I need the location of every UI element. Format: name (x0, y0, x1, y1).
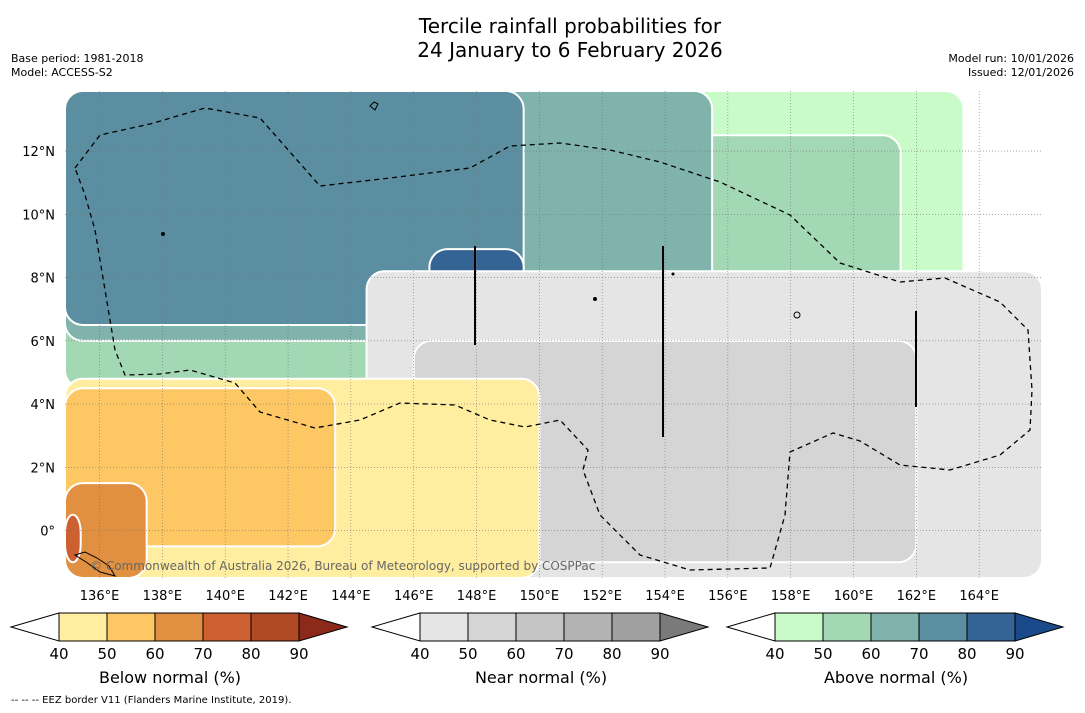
meridian-bars (474, 246, 917, 437)
colorbar-min-extend (370, 612, 421, 642)
colorbar-tick-label: 90 (1005, 645, 1024, 663)
x-tick-label: 140°E (205, 589, 245, 604)
title-line-2: 24 January to 6 February 2026 (417, 38, 723, 62)
title-line-1: Tercile rainfall probabilities for (418, 14, 722, 38)
graticule (65, 91, 1042, 578)
colorbar-tick-label: 50 (458, 645, 477, 663)
meta-right: Model run: 10/01/2026 Issued: 12/01/2026 (948, 52, 1074, 80)
colorbars: 40 50 60 70 80 90 40 50 60 70 80 90 40 50 60 70 80 90 (9, 612, 1065, 663)
colorbar-swatch (563, 612, 613, 642)
colorbar-swatch (515, 612, 565, 642)
x-tick-label: 146°E (394, 589, 434, 604)
colorbar-tick-label: 60 (861, 645, 880, 663)
eez-borders (74, 107, 1033, 571)
x-tick-label: 150°E (520, 589, 560, 604)
colorbar-tick-label: 80 (957, 645, 976, 663)
colorbar-swatch (822, 612, 872, 642)
probability-regions (65, 91, 1042, 578)
y-tick-label: 12°N (22, 145, 55, 160)
x-tick-label: 144°E (331, 589, 371, 604)
credit-text: © Commonwealth of Australia 2026, Bureau… (90, 559, 595, 573)
colorbar-tick-label: 40 (49, 645, 68, 663)
colorbar-swatch (966, 612, 1016, 642)
y-axis-ticks: 12°N 10°N 8°N 6°N 4°N 2°N 0° (22, 145, 55, 539)
colorbar-swatch (918, 612, 968, 642)
y-tick-label: 6°N (31, 335, 56, 350)
meta-left: Base period: 1981-2018 Model: ACCESS-S2 (11, 52, 143, 80)
model-text: Model: ACCESS-S2 (11, 66, 113, 79)
colorbar-tick-label: 80 (241, 645, 260, 663)
colorbar-swatch (870, 612, 920, 642)
x-tick-label: 136°E (80, 589, 120, 604)
colorbar-swatch (467, 612, 517, 642)
colorbar-tick-label: 90 (289, 645, 308, 663)
colorbar-above-title: Above normal (%) (823, 668, 969, 687)
region-above-70 (65, 91, 525, 327)
x-tick-label: 162°E (897, 589, 937, 604)
colorbar-max-extend (1014, 612, 1065, 642)
colorbar-tick-label: 80 (602, 645, 621, 663)
model-run-text: Model run: 10/01/2026 (948, 52, 1074, 65)
island-outline (161, 232, 165, 236)
x-tick-label: 154°E (645, 589, 685, 604)
issued-text: Issued: 12/01/2026 (967, 66, 1074, 79)
colorbar-tick-label: 60 (506, 645, 525, 663)
y-tick-label: 4°N (31, 398, 56, 413)
colorbar-below-title: Below normal (%) (98, 668, 242, 687)
colorbar-tick-label: 90 (650, 645, 669, 663)
colorbar-tick-label: 50 (97, 645, 116, 663)
colorbar-swatch (58, 612, 108, 642)
island-outline (73, 551, 117, 577)
colorbar-min-extend (9, 612, 60, 642)
colorbar-near: 40 50 60 70 80 90 (370, 612, 710, 663)
colorbar-max-extend (659, 612, 710, 642)
x-axis-ticks: 136°E 138°E 140°E 142°E 144°E 146°E 148°E 150°E… (80, 589, 999, 604)
colorbar-swatch (250, 612, 300, 642)
colorbar-tick-label: 60 (145, 645, 164, 663)
chart-title: Tercile rainfall probabilities for 24 Ja… (0, 14, 1085, 62)
colorbar-swatch (611, 612, 661, 642)
colorbar-near-title: Near normal (%) (474, 668, 608, 687)
footnote: -- -- -- EEZ border V11 (Flanders Marine… (11, 695, 292, 706)
x-tick-label: 156°E (708, 589, 748, 604)
islands (73, 101, 801, 577)
x-tick-label: 158°E (771, 589, 811, 604)
island-outline (793, 311, 801, 319)
region-below-70 (65, 513, 82, 564)
x-tick-label: 164°E (959, 589, 999, 604)
x-tick-label: 148°E (457, 589, 497, 604)
colorbar-tick-label: 70 (193, 645, 212, 663)
colorbar-above: 40 50 60 70 80 90 (725, 612, 1065, 663)
colorbar-tick-label: 50 (813, 645, 832, 663)
y-tick-label: 10°N (22, 208, 55, 223)
x-tick-label: 160°E (834, 589, 874, 604)
colorbar-swatch (774, 612, 824, 642)
x-tick-label: 138°E (143, 589, 183, 604)
eez-border-north (74, 107, 1033, 571)
colorbar-below: 40 50 60 70 80 90 (9, 612, 349, 663)
base-period-text: Base period: 1981-2018 (11, 52, 144, 65)
colorbar-swatch (202, 612, 252, 642)
colorbar-tick-label: 70 (554, 645, 573, 663)
colorbar-min-extend (725, 612, 776, 642)
island-outline (369, 101, 379, 111)
map-plot-area (65, 91, 1042, 578)
y-tick-label: 0° (40, 525, 55, 540)
colorbar-swatch (106, 612, 156, 642)
colorbar-tick-label: 40 (765, 645, 784, 663)
x-tick-label: 142°E (268, 589, 308, 604)
y-tick-label: 8°N (31, 272, 56, 287)
colorbar-max-extend (298, 612, 349, 642)
y-tick-label: 2°N (31, 461, 56, 476)
colorbar-tick-label: 40 (410, 645, 429, 663)
island-outline (593, 297, 597, 301)
colorbar-swatch (154, 612, 204, 642)
island-outline (671, 272, 675, 276)
x-tick-label: 152°E (582, 589, 622, 604)
colorbar-tick-label: 70 (909, 645, 928, 663)
colorbar-swatch (419, 612, 469, 642)
